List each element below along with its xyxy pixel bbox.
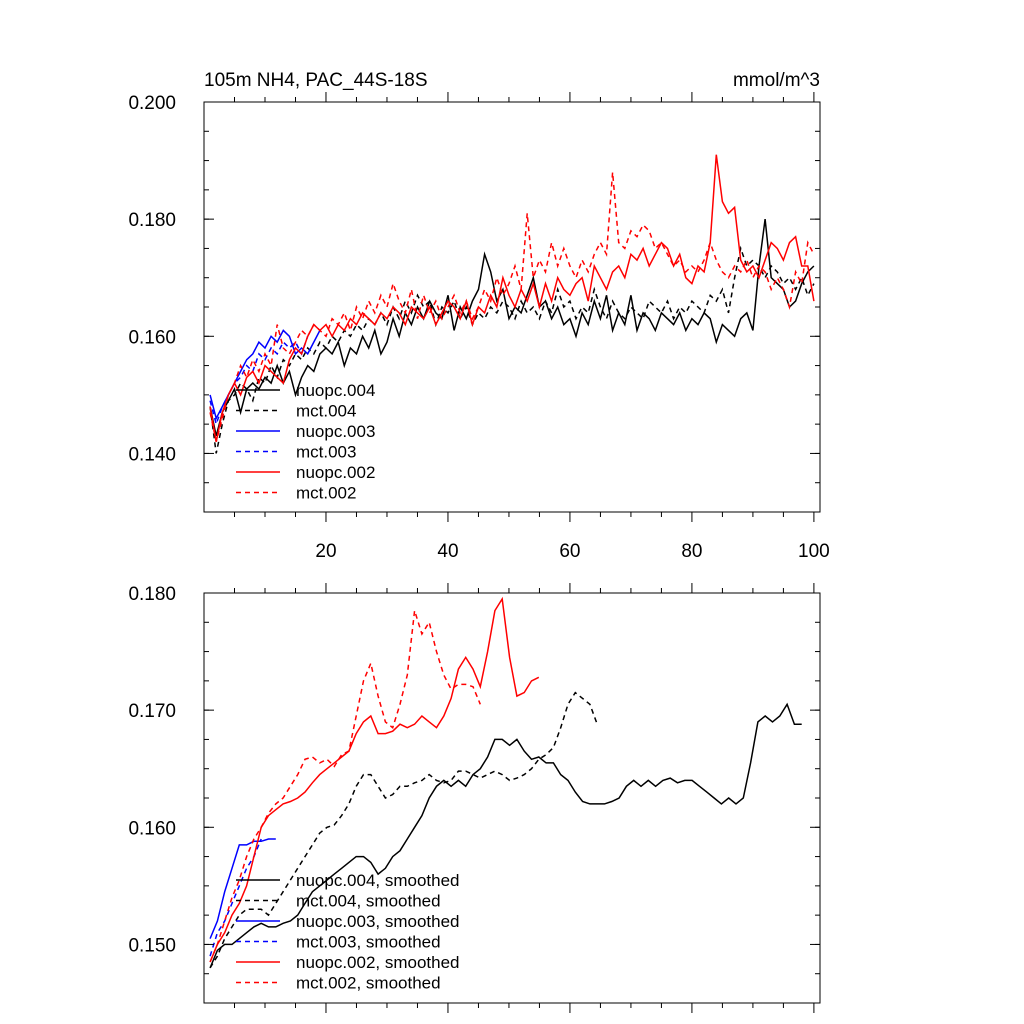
top-series-mct-004 — [209, 245, 815, 454]
top-y-tick-label: 0.200 — [128, 93, 176, 114]
top-x-tick-label: 40 — [437, 541, 458, 562]
bottom-series-group — [209, 596, 802, 969]
top-panel-title: 105m NH4, PAC_44S-18S — [204, 70, 428, 91]
top-legend-label-nuopc-003: nuopc.003 — [296, 422, 375, 441]
bottom-y-tick-label: 0.170 — [128, 701, 176, 722]
bottom-y-tick-label: 0.150 — [128, 935, 176, 956]
top-x-tick-label: 100 — [798, 541, 830, 562]
bottom-axis-ticks: 0.150 0.160 0.170 0.180 — [128, 583, 820, 1013]
top-x-tick-label: 20 — [315, 541, 336, 562]
bottom-legend-label-mct-003-smoothed: mct.003, smoothed — [296, 933, 441, 952]
bottom-series-nuopc-002-smoothed — [209, 596, 540, 963]
bottom-legend-label-mct-002-smoothed: mct.002, smoothed — [296, 974, 441, 993]
bottom-legend-label-mct-004-smoothed: mct.004, smoothed — [296, 892, 441, 911]
top-legend-label-mct-003: mct.003 — [296, 443, 356, 462]
top-y-tick-label: 0.140 — [128, 444, 176, 465]
bottom-y-tick-label: 0.160 — [128, 818, 176, 839]
bottom-series-mct-002-smoothed — [209, 610, 481, 963]
bottom-legend-label-nuopc-002-smoothed: nuopc.002, smoothed — [296, 953, 460, 972]
top-x-tick-label: 80 — [681, 541, 702, 562]
top-legend-label-mct-002: mct.002 — [296, 484, 356, 503]
bottom-legend-label-nuopc-004-smoothed: nuopc.004, smoothed — [296, 871, 460, 890]
top-legend-label-nuopc-002: nuopc.002 — [296, 463, 375, 482]
bottom-y-tick-label: 0.180 — [128, 584, 176, 605]
top-series-mct-003 — [209, 336, 309, 427]
bottom-series-nuopc-003-smoothed — [209, 838, 276, 939]
top-series-mct-002 — [209, 172, 815, 442]
bottom-series-mct-003-smoothed — [209, 838, 262, 957]
top-series-nuopc-002 — [209, 154, 815, 442]
top-y-tick-label: 0.180 — [128, 210, 176, 231]
top-series-group — [209, 154, 815, 454]
top-legend-label-mct-004: mct.004 — [296, 402, 356, 421]
bottom-panel: 0.150 0.160 0.170 0.180 nuopc.004, smoothed… — [128, 583, 821, 1013]
bottom-series-nuopc-004-smoothed — [209, 702, 802, 969]
top-x-tick-label: 60 — [559, 541, 580, 562]
top-axis-ticks: 0.140 0.160 0.180 0.200 20 40 60 80 100 — [128, 92, 830, 562]
top-legend-label-nuopc-004: nuopc.004 — [296, 381, 375, 400]
top-panel: 105m NH4, PAC_44S-18S mmol/m^3 0.140 0.16… — [128, 70, 829, 562]
top-y-tick-label: 0.160 — [128, 327, 176, 348]
top-panel-units: mmol/m^3 — [733, 70, 820, 91]
bottom-legend-label-nuopc-003-smoothed: nuopc.003, smoothed — [296, 912, 460, 931]
